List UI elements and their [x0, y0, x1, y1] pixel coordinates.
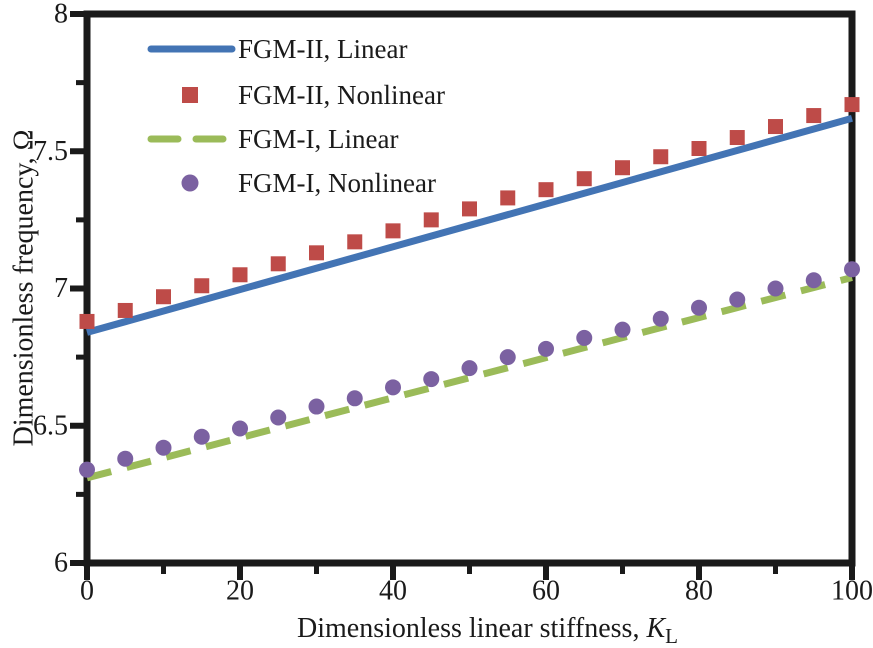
- series-markers-fgm-ii-nonlinear-point: [156, 289, 171, 305]
- series-markers-fgm-ii-nonlinear-point: [347, 234, 363, 250]
- series-markers-fgm-i-nonlinear-point: [270, 409, 287, 426]
- series-markers-fgm-ii-nonlinear-point: [462, 201, 477, 217]
- legend-label: FGM-II, Linear: [238, 34, 407, 64]
- plot-border: [83, 10, 856, 567]
- legend-label: FGM-I, Nonlinear: [238, 168, 436, 198]
- y-tick-label: 7.5: [33, 136, 68, 167]
- series-markers-fgm-i-nonlinear-point: [461, 360, 478, 377]
- x-tick-label: 60: [532, 576, 560, 607]
- series-markers-fgm-ii-nonlinear-point: [309, 245, 324, 261]
- series-markers-fgm-i-nonlinear-point: [614, 321, 631, 338]
- series-line-fgm-i-linear: [86, 274, 853, 482]
- series-markers-fgm-i-nonlinear-point: [79, 461, 95, 478]
- series-markers-fgm-i-nonlinear-point: [538, 340, 554, 357]
- series-markers-fgm-ii-nonlinear-point: [729, 130, 745, 146]
- x-tick-label: 20: [226, 576, 254, 607]
- series-markers-fgm-i-nonlinear-point: [117, 450, 134, 467]
- series-markers-fgm-i-nonlinear-point: [844, 261, 860, 278]
- y-tick-label: 8: [54, 0, 68, 30]
- x-tick-label: 80: [685, 576, 713, 607]
- series-markers-fgm-i-nonlinear-point: [308, 398, 325, 415]
- series-markers-fgm-ii-nonlinear-point: [615, 160, 630, 176]
- x-tick-label: 100: [831, 576, 873, 607]
- series-markers-fgm-i-nonlinear-point: [385, 379, 401, 396]
- legend-label: FGM-II, Nonlinear: [238, 80, 445, 110]
- series-markers-fgm-i-nonlinear-point: [155, 439, 172, 456]
- series-markers-fgm-ii-nonlinear-point: [79, 313, 95, 329]
- series-markers-fgm-ii-nonlinear-point: [806, 108, 822, 124]
- series-markers-fgm-i-nonlinear-point: [423, 371, 440, 388]
- y-tick-label: 6: [54, 548, 68, 579]
- series-markers-fgm-ii-nonlinear-point: [270, 256, 286, 272]
- series-markers-fgm-i-nonlinear-point: [729, 291, 746, 308]
- series-markers-fgm-ii-nonlinear-point: [844, 97, 860, 113]
- series-markers-fgm-i-nonlinear-point: [805, 272, 822, 289]
- series-markers-fgm-i-nonlinear-point: [576, 329, 593, 346]
- series-markers-fgm-i-nonlinear-point: [346, 390, 363, 407]
- series-markers-fgm-ii-nonlinear-point: [500, 190, 516, 206]
- series-line-fgm-ii-linear: [86, 114, 853, 336]
- series-markers-fgm-i-nonlinear-point: [767, 280, 784, 297]
- y-axis-title: Dimensionless frequency, Ω: [9, 130, 40, 447]
- series-markers-fgm-i-nonlinear-point: [193, 428, 210, 445]
- series-markers-fgm-ii-nonlinear-point: [691, 141, 707, 157]
- legend-swatch-circle: [181, 174, 199, 192]
- legend-swatch-square: [182, 87, 198, 103]
- legend-label: FGM-I, Linear: [238, 124, 398, 154]
- series-markers-fgm-ii-nonlinear-point: [768, 119, 783, 135]
- series-markers-fgm-ii-nonlinear-point: [653, 149, 669, 165]
- series-markers-fgm-ii-nonlinear-point: [385, 223, 401, 239]
- series-markers-fgm-ii-nonlinear-point: [232, 267, 248, 283]
- y-tick-label: 6.5: [33, 410, 68, 441]
- series-markers-fgm-ii-nonlinear-point: [576, 171, 592, 187]
- series-markers-fgm-ii-nonlinear-point: [194, 278, 210, 294]
- y-tick-label: 7: [54, 273, 68, 304]
- series-markers-fgm-ii-nonlinear-point: [423, 212, 439, 228]
- series-markers-fgm-i-nonlinear-point: [652, 310, 669, 327]
- series-markers-fgm-i-nonlinear-point: [232, 420, 248, 437]
- series-markers-fgm-i-nonlinear-point: [691, 299, 707, 316]
- x-tick-label: 0: [80, 576, 94, 607]
- x-tick-label: 40: [379, 576, 407, 607]
- series-markers-fgm-ii-nonlinear-point: [117, 302, 133, 318]
- x-axis-title: Dimensionless linear stiffness, KL: [297, 613, 678, 648]
- series-markers-fgm-ii-nonlinear-point: [538, 182, 554, 198]
- series-markers-fgm-i-nonlinear-point: [499, 349, 516, 366]
